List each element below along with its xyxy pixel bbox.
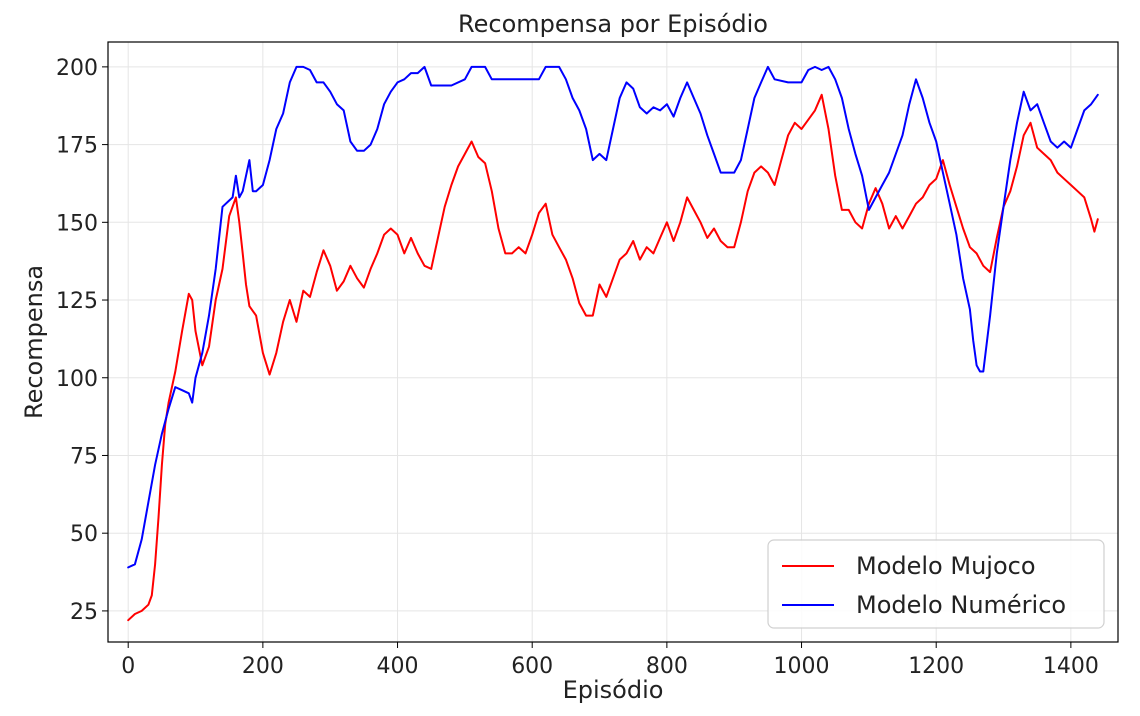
y-tick-label: 75 bbox=[70, 444, 98, 469]
x-axis-title: Episódio bbox=[563, 676, 664, 704]
x-tick-label: 1000 bbox=[774, 654, 830, 679]
x-tick-label: 200 bbox=[242, 654, 284, 679]
x-tick-label: 400 bbox=[377, 654, 419, 679]
series-line-numerico bbox=[127, 65, 1099, 569]
x-tick-label: 0 bbox=[121, 654, 135, 679]
x-tick-label: 600 bbox=[511, 654, 553, 679]
legend-box bbox=[767, 539, 1105, 629]
y-tick-label: 100 bbox=[56, 367, 98, 392]
y-tick-label: 200 bbox=[56, 56, 98, 81]
y-tick-label: 125 bbox=[56, 289, 98, 314]
y-tick-label: 175 bbox=[56, 134, 98, 159]
y-tick-label: 25 bbox=[70, 600, 98, 625]
y-tick-label: 50 bbox=[70, 522, 98, 547]
series-layer bbox=[127, 65, 1099, 622]
x-tick-label: 800 bbox=[646, 654, 688, 679]
y-axis-ticks: 25 50 75 100 125 150 175 200 bbox=[56, 56, 108, 625]
legend: Modelo Mujoco Modelo Numérico bbox=[767, 539, 1105, 629]
x-tick-label: 1200 bbox=[908, 654, 964, 679]
plot-frame bbox=[107, 41, 1119, 643]
x-axis-ticks: 0 200 400 600 800 1000 1200 1400 bbox=[121, 642, 1099, 679]
x-tick-label: 1400 bbox=[1043, 654, 1099, 679]
legend-label-numerico: Modelo Numérico bbox=[856, 591, 1066, 619]
legend-label-mujoco: Modelo Mujoco bbox=[856, 552, 1036, 580]
chart-title: Recompensa por Episódio bbox=[458, 10, 768, 38]
series-line-mujoco bbox=[127, 93, 1099, 622]
y-tick-label: 150 bbox=[56, 211, 98, 236]
grid-lines bbox=[108, 42, 1118, 642]
y-axis-title: Recompensa bbox=[20, 265, 48, 419]
